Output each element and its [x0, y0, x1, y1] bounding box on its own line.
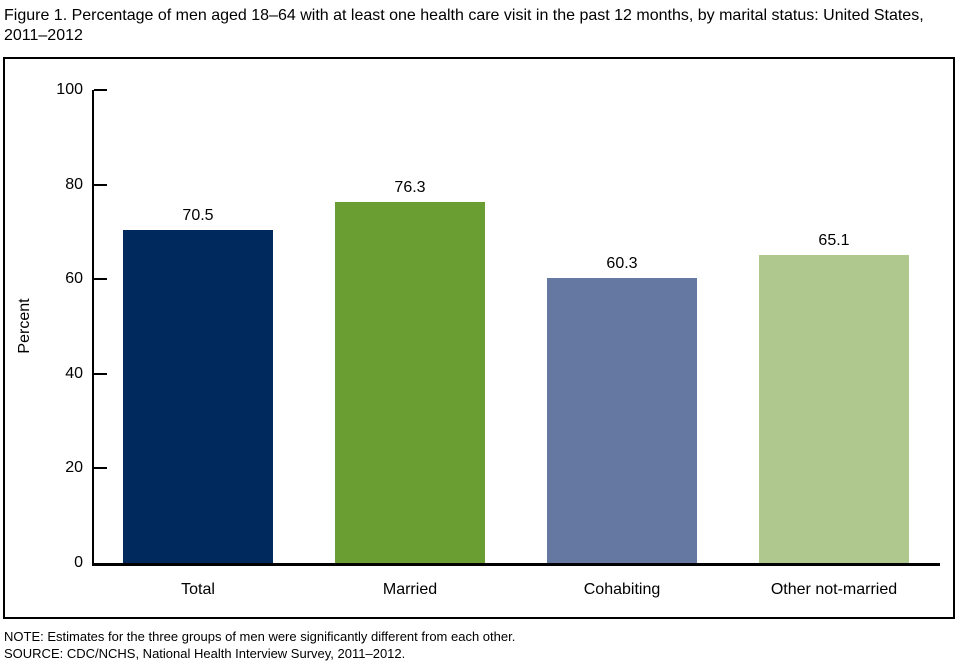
y-tick-label: 40: [65, 364, 83, 382]
y-tick-label: 60: [65, 270, 83, 288]
y-tick: [94, 183, 107, 186]
y-tick: [94, 89, 107, 91]
bar-other-not-married: [759, 255, 909, 563]
bar-married: [335, 202, 485, 563]
x-category-label: Total: [181, 581, 215, 598]
bar-value-label: 65.1: [818, 232, 850, 249]
y-tick-label: 80: [65, 175, 83, 193]
y-tick: [94, 372, 107, 375]
x-axis-line: [92, 563, 940, 566]
y-tick-label: 20: [65, 459, 83, 477]
bar-value-label: 70.5: [182, 207, 214, 224]
bar-value-label: 60.3: [606, 255, 638, 272]
bar-total: [123, 230, 273, 563]
note-text: NOTE: Estimates for the three groups of …: [4, 629, 516, 644]
y-tick-label: 0: [74, 554, 83, 571]
y-axis-label: Percent: [16, 298, 33, 354]
footnotes: NOTE: Estimates for the three groups of …: [4, 628, 954, 662]
chart-frame: Percent 0 20 40 60 80 100 70.5 76.3 60.3 65.1 To…: [3, 57, 955, 619]
y-tick: [94, 278, 107, 281]
figure-title: Figure 1. Percentage of men aged 18–64 w…: [4, 7, 924, 44]
bar-value-label: 76.3: [394, 179, 426, 196]
bar-cohabiting: [547, 278, 697, 563]
y-tick-label: 100: [56, 81, 83, 98]
y-tick: [94, 467, 107, 470]
plot-area: 70.5 76.3 60.3 65.1: [92, 90, 940, 563]
x-category-label: Cohabiting: [583, 581, 661, 598]
y-axis-line: [92, 90, 94, 566]
x-category-label: Other not-married: [770, 581, 898, 598]
source-text: SOURCE: CDC/NCHS, National Health Interv…: [4, 646, 406, 661]
x-category-label: Married: [382, 581, 438, 598]
